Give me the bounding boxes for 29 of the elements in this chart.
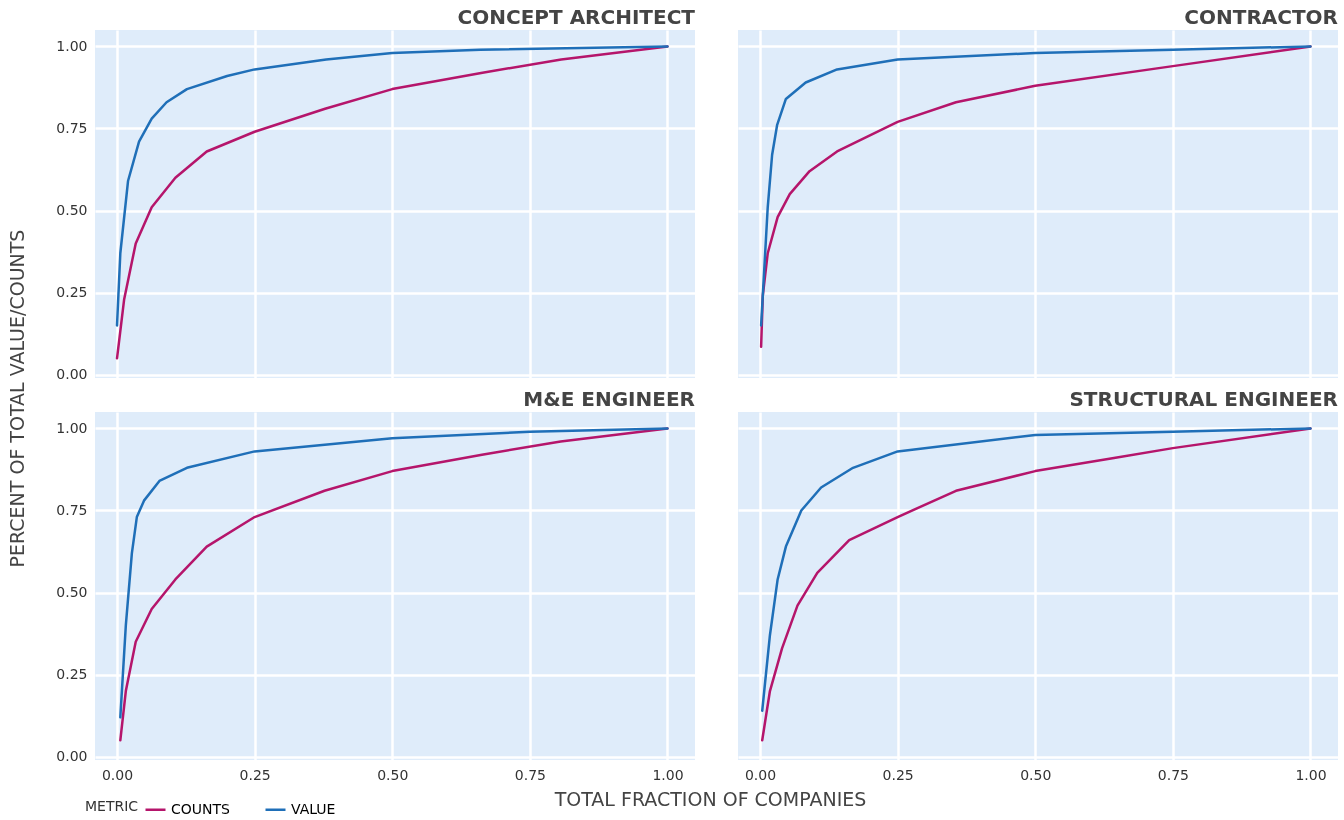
chart-title: M&E ENGINEER (523, 387, 695, 411)
y-tick-label: 1.00 (56, 419, 88, 436)
legend-label: COUNTS (171, 800, 231, 817)
y-axis-title: PERCENT OF TOTAL VALUE/COUNTS (5, 229, 28, 568)
legend-label: VALUE (291, 800, 336, 817)
x-tick-label: 1.00 (652, 766, 684, 783)
legend-title: METRIC (85, 798, 139, 814)
y-tick-label: 0.75 (56, 501, 88, 518)
x-tick-label: 0.50 (1020, 766, 1052, 783)
y-tick-label: 0.75 (56, 119, 88, 136)
x-tick-label: 0.50 (377, 766, 409, 783)
x-tick-label: 0.00 (101, 766, 134, 783)
y-tick-label: 0.25 (56, 284, 88, 301)
x-tick-label: 0.75 (514, 766, 546, 783)
x-tick-label: 0.75 (1157, 766, 1189, 783)
x-tick-label: 0.25 (882, 766, 914, 783)
x-axis-title: TOTAL FRACTION OF COMPANIES (553, 787, 867, 810)
y-tick-label: 1.00 (56, 37, 88, 54)
y-tick-label: 0.25 (56, 666, 88, 683)
chart-title: CONTRACTOR (1184, 5, 1338, 29)
y-tick-label: 0.00 (56, 748, 88, 765)
y-tick-label: 0.50 (56, 584, 88, 601)
x-tick-label: 0.00 (744, 766, 777, 783)
x-tick-label: 1.00 (1295, 766, 1327, 783)
chart-title: CONCEPT ARCHITECT (457, 5, 696, 29)
y-tick-label: 0.50 (56, 202, 88, 219)
chart-title: STRUCTURAL ENGINEER (1069, 387, 1338, 411)
x-tick-label: 0.25 (239, 766, 271, 783)
y-tick-label: 0.00 (56, 366, 88, 383)
